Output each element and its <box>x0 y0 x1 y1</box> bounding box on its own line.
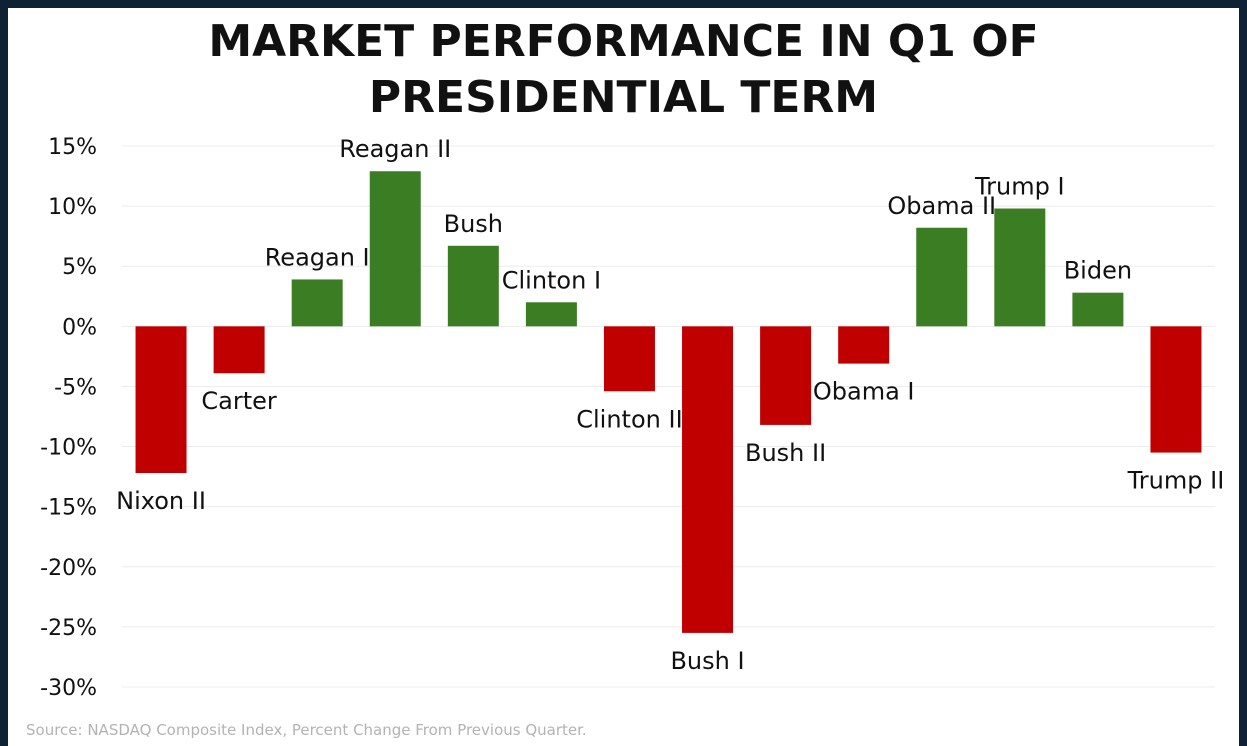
bar-category-label: Clinton I <box>502 266 601 294</box>
y-axis-ticks: 15% 10% 5% 0% -5% -10% -15% -20% -25% -30% <box>40 135 97 701</box>
bars <box>135 171 1202 633</box>
y-tick-label: 10% <box>48 195 97 220</box>
y-tick-label: -5% <box>54 375 97 400</box>
y-tick-label: -20% <box>40 556 97 581</box>
chart-title: MARKET PERFORMANCE IN Q1 OF PRESIDENTIAL… <box>8 14 1239 126</box>
bar <box>291 279 343 327</box>
bar-category-label: Trump II <box>1127 467 1225 495</box>
bar-category-label: Reagan I <box>265 243 370 271</box>
bar-category-label: Clinton II <box>576 405 682 433</box>
y-tick-label: 15% <box>48 135 97 160</box>
bar <box>369 171 421 327</box>
bar <box>760 326 812 425</box>
bar-category-label: Reagan II <box>339 135 451 163</box>
y-tick-label: -30% <box>40 676 97 701</box>
chart-title-line-2: PRESIDENTIAL TERM <box>368 72 879 123</box>
chart-title-line-1: MARKET PERFORMANCE IN Q1 OF <box>208 16 1039 67</box>
bar-labels: Nixon II Carter Reagan I Reagan II Bush Clint… <box>116 135 1224 675</box>
bar <box>1072 292 1124 327</box>
bar-category-label: Bush II <box>745 439 826 467</box>
y-tick-label: 0% <box>62 315 97 340</box>
source-note: Source: NASDAQ Composite Index, Percent … <box>26 721 587 739</box>
bar <box>994 208 1046 327</box>
bar <box>838 326 890 364</box>
y-tick-label: 5% <box>62 255 97 280</box>
bar-category-label: Trump I <box>974 173 1065 201</box>
y-tick-label: -25% <box>40 616 97 641</box>
bar-category-label: Biden <box>1064 257 1132 285</box>
bar <box>213 326 265 374</box>
bar-category-label: Bush I <box>670 647 744 675</box>
y-tick-label: -15% <box>40 496 97 521</box>
bar <box>447 245 499 327</box>
bar-category-label: Bush <box>444 210 503 238</box>
bar-category-label: Obama I <box>813 378 915 406</box>
bar <box>525 302 577 327</box>
bar <box>1150 326 1202 453</box>
bar <box>682 326 734 633</box>
y-tick-label: -10% <box>40 436 97 461</box>
bar-category-label: Obama II <box>887 192 996 220</box>
bar-category-label: Carter <box>201 387 277 415</box>
bar <box>603 326 655 392</box>
bar <box>916 227 968 327</box>
bar <box>135 326 187 474</box>
bar-category-label: Nixon II <box>116 487 206 515</box>
